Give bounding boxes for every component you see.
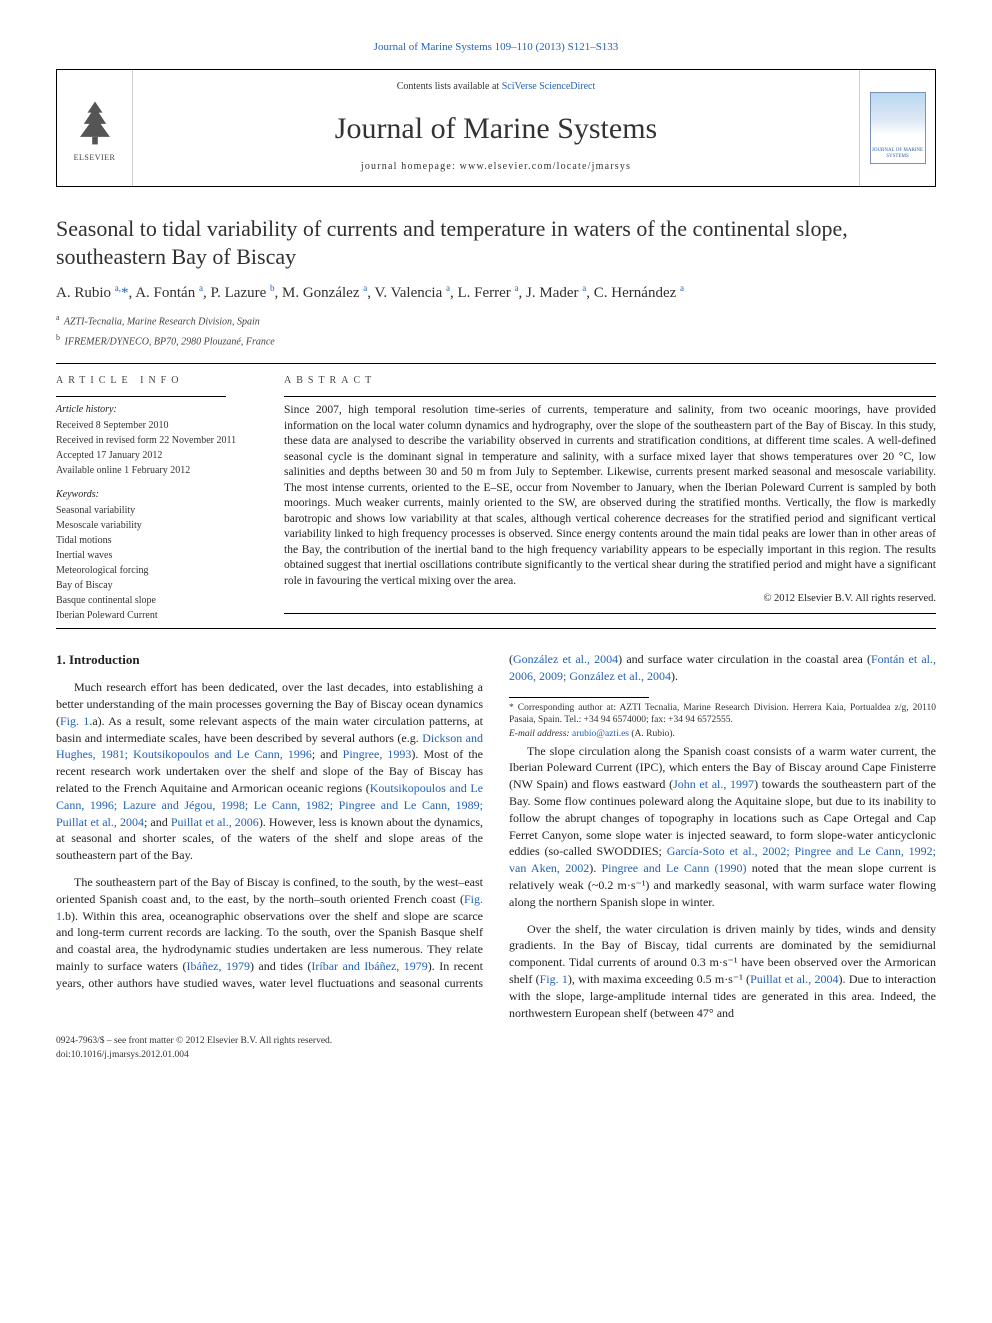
citation-link[interactable]: González et al., 2004 bbox=[513, 652, 618, 666]
keyword: Seasonal variability bbox=[56, 504, 256, 518]
authors-list: A. Rubio a,*, A. Fontán a, P. Lazure b, … bbox=[56, 282, 936, 304]
divider bbox=[284, 396, 936, 397]
publisher-name: ELSEVIER bbox=[74, 152, 116, 163]
history-label: Article history: bbox=[56, 403, 256, 417]
keyword: Inertial waves bbox=[56, 549, 256, 563]
text-fragment: ; and bbox=[312, 747, 343, 761]
history-list: Received 8 September 2010Received in rev… bbox=[56, 419, 256, 478]
keywords-list: Seasonal variabilityMesoscale variabilit… bbox=[56, 504, 256, 623]
citation-link[interactable]: Puillat et al., 2006 bbox=[171, 815, 259, 829]
section-heading: 1. Introduction bbox=[56, 651, 483, 669]
history-item: Available online 1 February 2012 bbox=[56, 464, 256, 478]
article-info: ARTICLE INFO Article history: Received 8… bbox=[56, 374, 256, 624]
divider bbox=[56, 628, 936, 629]
figure-ref-link[interactable]: Fig. 1 bbox=[540, 972, 568, 986]
footnote-divider bbox=[509, 697, 649, 698]
divider bbox=[284, 613, 936, 614]
page-footer: 0924-7963/$ – see front matter © 2012 El… bbox=[56, 1035, 936, 1062]
text-fragment: The southeastern part of the Bay of Bisc… bbox=[56, 875, 483, 906]
abstract-copyright: © 2012 Elsevier B.V. All rights reserved… bbox=[284, 592, 936, 607]
contents-prefix: Contents lists available at bbox=[397, 81, 502, 92]
divider bbox=[56, 396, 226, 397]
corresponding-author-note: * Corresponding author at: AZTI Tecnalia… bbox=[509, 702, 936, 727]
article-info-heading: ARTICLE INFO bbox=[56, 374, 256, 388]
elsevier-tree-icon bbox=[67, 94, 123, 150]
history-item: Received 8 September 2010 bbox=[56, 419, 256, 433]
cover-label: JOURNAL OF MARINE SYSTEMS bbox=[871, 148, 925, 159]
abstract-heading: ABSTRACT bbox=[284, 374, 936, 388]
journal-center: Contents lists available at SciVerse Sci… bbox=[133, 70, 859, 186]
divider bbox=[56, 363, 936, 364]
keyword: Tidal motions bbox=[56, 534, 256, 548]
journal-title: Journal of Marine Systems bbox=[141, 108, 851, 150]
cover-icon: JOURNAL OF MARINE SYSTEMS bbox=[870, 92, 926, 164]
affiliation: a AZTI-Tecnalia, Marine Research Divisio… bbox=[56, 312, 936, 329]
text-fragment: ) and surface water circulation in the c… bbox=[618, 652, 871, 666]
citation-link[interactable]: Pingree, 1993 bbox=[343, 747, 412, 761]
citation-link[interactable]: Puillat et al., 2004 bbox=[750, 972, 838, 986]
abstract: ABSTRACT Since 2007, high temporal resol… bbox=[284, 374, 936, 624]
citation-link[interactable]: Journal of Marine Systems 109–110 (2013)… bbox=[374, 41, 619, 53]
citation-link[interactable]: Iríbar and Ibáñez, 1979 bbox=[311, 959, 427, 973]
text-fragment: ) and tides ( bbox=[250, 959, 311, 973]
issn-line: 0924-7963/$ – see front matter © 2012 El… bbox=[56, 1035, 936, 1048]
citation-link[interactable]: John et al., 1997 bbox=[673, 777, 754, 791]
text-fragment: .a). As a result, some relevant aspects … bbox=[56, 714, 483, 745]
text-fragment: ), with maxima exceeding 0.5 m·s⁻¹ ( bbox=[568, 972, 750, 986]
journal-header: ELSEVIER Contents lists available at Sci… bbox=[56, 69, 936, 187]
email-link[interactable]: arubio@azti.es bbox=[572, 729, 629, 739]
journal-cover-thumb: JOURNAL OF MARINE SYSTEMS bbox=[859, 70, 935, 186]
body-paragraph: The slope circulation along the Spanish … bbox=[509, 743, 936, 911]
citation-link[interactable]: Ibáñez, 1979 bbox=[187, 959, 250, 973]
affiliation: b IFREMER/DYNECO, BP70, 2980 Plouzané, F… bbox=[56, 332, 936, 349]
figure-ref-link[interactable]: Fig. 1 bbox=[60, 714, 89, 728]
history-item: Accepted 17 January 2012 bbox=[56, 449, 256, 463]
contents-line: Contents lists available at SciVerse Sci… bbox=[141, 80, 851, 94]
body-paragraph: Much research effort has been dedicated,… bbox=[56, 679, 483, 864]
text-fragment: ; and bbox=[144, 815, 171, 829]
body-text: 1. Introduction Much research effort has… bbox=[56, 651, 936, 1021]
sciencedirect-link[interactable]: SciVerse ScienceDirect bbox=[502, 81, 596, 92]
publisher-logo: ELSEVIER bbox=[57, 70, 133, 186]
keyword: Bay of Biscay bbox=[56, 579, 256, 593]
keyword: Meteorological forcing bbox=[56, 564, 256, 578]
text-fragment: ). bbox=[671, 669, 678, 683]
footnotes: * Corresponding author at: AZTI Tecnalia… bbox=[509, 702, 936, 741]
keywords-label: Keywords: bbox=[56, 488, 256, 502]
abstract-text: Since 2007, high temporal resolution tim… bbox=[284, 403, 936, 589]
keyword: Basque continental slope bbox=[56, 594, 256, 608]
journal-homepage: journal homepage: www.elsevier.com/locat… bbox=[141, 160, 851, 174]
affiliations: a AZTI-Tecnalia, Marine Research Divisio… bbox=[56, 312, 936, 349]
keyword: Iberian Poleward Current bbox=[56, 609, 256, 623]
email-note: E-mail address: arubio@azti.es (A. Rubio… bbox=[509, 728, 936, 740]
doi-line: doi:10.1016/j.jmarsys.2012.01.004 bbox=[56, 1049, 936, 1062]
keyword: Mesoscale variability bbox=[56, 519, 256, 533]
history-item: Received in revised form 22 November 201… bbox=[56, 434, 256, 448]
citation-header: Journal of Marine Systems 109–110 (2013)… bbox=[56, 40, 936, 55]
text-fragment: ). bbox=[589, 861, 601, 875]
citation-link[interactable]: Pingree and Le Cann (1990) bbox=[601, 861, 746, 875]
email-label: E-mail address: bbox=[509, 729, 572, 739]
article-title: Seasonal to tidal variability of current… bbox=[56, 215, 936, 270]
body-paragraph: Over the shelf, the water circulation is… bbox=[509, 921, 936, 1022]
email-suffix: (A. Rubio). bbox=[629, 729, 675, 739]
